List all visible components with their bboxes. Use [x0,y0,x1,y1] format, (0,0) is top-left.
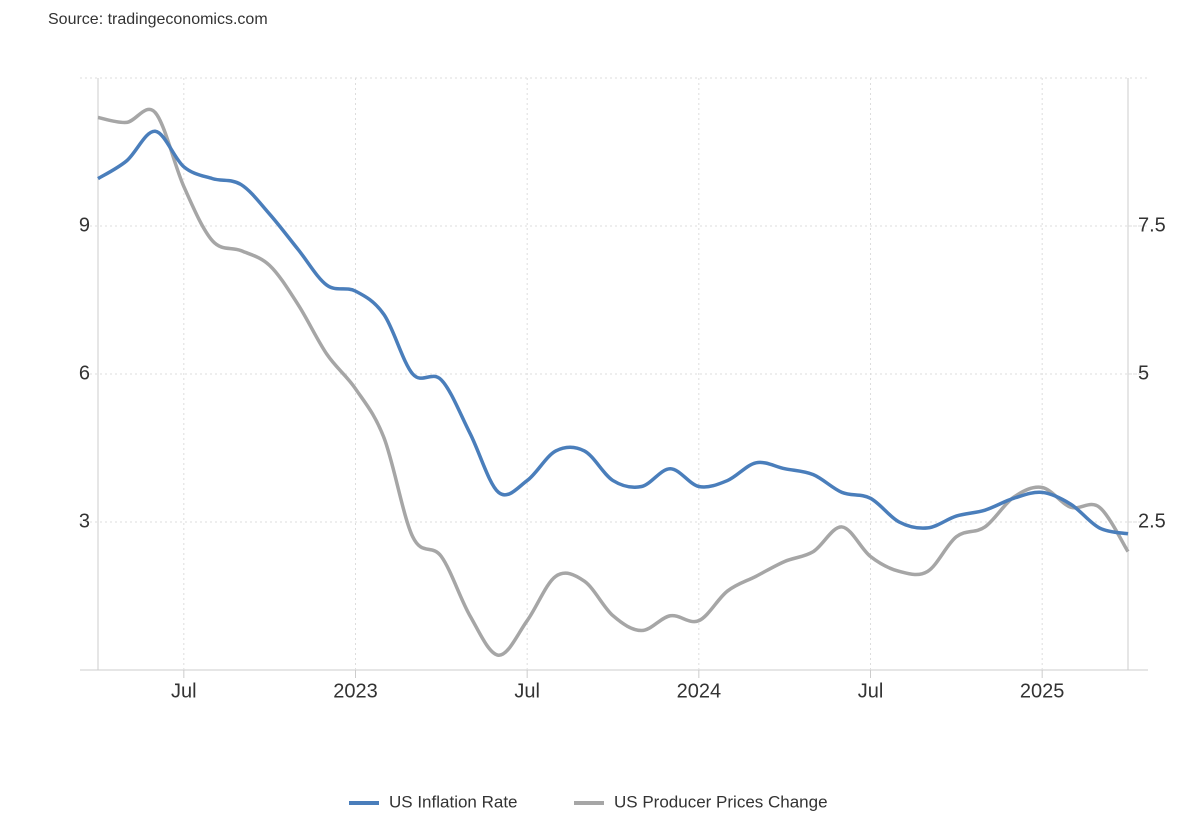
x-tick-label: 2024 [677,680,722,702]
y2-tick-label: 5 [1138,362,1149,384]
x-tick-label: 2023 [333,680,378,702]
y-tick-label: 6 [79,362,90,384]
y2-tick-label: 2.5 [1138,510,1166,532]
source-note: Source: tradingeconomics.com [48,11,268,28]
y-tick-label: 9 [79,214,90,236]
x-tick-label: Jul [514,680,540,702]
series-line [97,107,1130,657]
y2-tick-label: 7.5 [1138,214,1166,236]
legend-label: US Producer Prices Change [614,792,828,811]
legend-label: US Inflation Rate [389,792,518,811]
x-tick-label: Jul [858,680,884,702]
x-tick-label: 2025 [1020,680,1065,702]
series-line [97,129,1129,536]
y-tick-label: 3 [79,510,90,532]
x-tick-label: Jul [171,680,197,702]
